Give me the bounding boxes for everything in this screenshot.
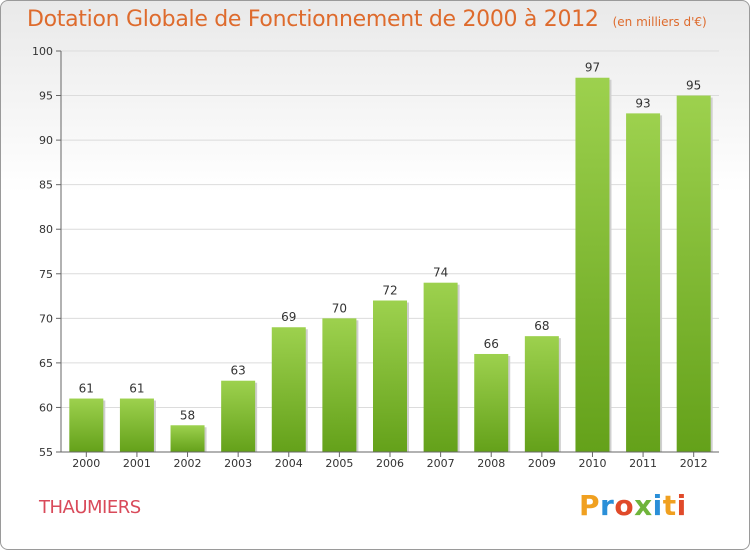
bar-2008 xyxy=(474,353,509,452)
bar-value-label: 74 xyxy=(433,266,448,280)
bar-value-label: 58 xyxy=(180,408,195,422)
y-tick-label: 65 xyxy=(39,357,53,370)
x-tick-label: 2005 xyxy=(325,457,353,470)
x-tick-label: 2011 xyxy=(629,457,657,470)
bar-2012 xyxy=(676,95,711,453)
bar-value-label: 68 xyxy=(534,319,549,333)
bar-value-label: 61 xyxy=(79,382,94,396)
x-tick-label: 2012 xyxy=(680,457,708,470)
logo-letter: t xyxy=(662,489,677,522)
bar-2002 xyxy=(170,425,205,452)
bar-value-label: 72 xyxy=(382,284,397,298)
chart-subtitle: (en milliers d'€) xyxy=(612,15,707,29)
x-tick-label: 2003 xyxy=(224,457,252,470)
bar-2001 xyxy=(119,398,154,452)
x-tick-label: 2008 xyxy=(477,457,505,470)
y-tick-label: 75 xyxy=(39,268,53,281)
bar-value-label: 70 xyxy=(332,301,347,315)
bar-value-label: 61 xyxy=(129,382,144,396)
bar-2000 xyxy=(69,398,104,452)
y-tick-label: 70 xyxy=(39,312,53,325)
x-tick-label: 2002 xyxy=(174,457,202,470)
x-tick-label: 2009 xyxy=(528,457,556,470)
bar-2009 xyxy=(524,336,559,452)
y-tick-label: 80 xyxy=(39,223,53,236)
logo-letter: r xyxy=(600,489,615,522)
bar-2010 xyxy=(575,77,610,452)
y-tick-label: 85 xyxy=(39,179,53,192)
bar-value-label: 95 xyxy=(686,79,701,93)
x-tick-label: 2000 xyxy=(72,457,100,470)
bar-value-label: 69 xyxy=(281,310,296,324)
bar-value-label: 93 xyxy=(635,96,650,110)
y-tick-label: 100 xyxy=(32,45,53,58)
y-tick-label: 90 xyxy=(39,134,53,147)
bar-2003 xyxy=(221,380,256,452)
y-tick-label: 55 xyxy=(39,446,53,459)
logo-letter: P xyxy=(579,489,601,522)
chart-title-text: Dotation Globale de Fonctionnement de 20… xyxy=(27,7,599,32)
logo-letter: i xyxy=(652,489,663,522)
bar-2006 xyxy=(373,300,407,452)
x-tick-label: 2006 xyxy=(376,457,404,470)
bar-value-label: 97 xyxy=(585,61,600,75)
chart-title: Dotation Globale de Fonctionnement de 20… xyxy=(27,7,707,32)
logo-letter: x xyxy=(634,489,653,522)
x-tick-label: 2001 xyxy=(123,457,151,470)
bar-value-label: 66 xyxy=(484,337,499,351)
bar-2007 xyxy=(423,282,458,452)
y-tick-label: 60 xyxy=(39,401,53,414)
proxiti-logo: Proxiti xyxy=(579,489,687,522)
bar-2005 xyxy=(322,318,357,452)
bar-value-label: 63 xyxy=(231,364,246,378)
y-tick-label: 95 xyxy=(39,90,53,103)
x-tick-label: 2010 xyxy=(578,457,606,470)
commune-name: THAUMIERS xyxy=(39,497,141,518)
x-tick-label: 2004 xyxy=(275,457,303,470)
logo-letter: o xyxy=(614,489,635,522)
x-tick-label: 2007 xyxy=(427,457,455,470)
bar-2011 xyxy=(626,113,661,452)
logo-letter: i xyxy=(676,489,687,522)
bar-2004 xyxy=(271,327,306,452)
